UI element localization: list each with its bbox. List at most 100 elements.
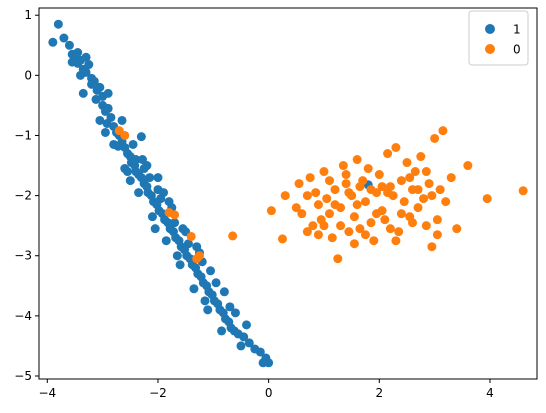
plot-frame	[38, 7, 538, 380]
point-series-1	[76, 70, 85, 80]
point-series-1	[73, 48, 83, 57]
point-series-1	[211, 278, 221, 288]
point-series-0	[441, 197, 451, 207]
point-series-1	[217, 326, 227, 336]
point-series-0	[385, 224, 395, 234]
point-series-0	[319, 167, 329, 177]
point-series-1	[137, 155, 147, 165]
point-series-0	[408, 218, 417, 228]
point-series-1	[136, 132, 146, 142]
point-series-0	[294, 179, 304, 189]
point-series-0	[228, 231, 238, 241]
x-tick-label: 4	[486, 386, 494, 400]
point-series-1	[225, 302, 235, 312]
point-series-1	[219, 287, 229, 297]
point-series-0	[374, 170, 384, 180]
point-series-1	[87, 79, 97, 89]
legend-box	[468, 10, 529, 66]
point-series-0	[446, 173, 456, 183]
point-series-1	[230, 308, 240, 318]
point-series-0	[410, 167, 420, 177]
point-series-0	[435, 185, 445, 195]
y-tick-label: −5	[14, 369, 32, 383]
point-series-1	[150, 224, 160, 234]
point-series-1	[258, 358, 268, 368]
point-series-0	[170, 210, 180, 220]
point-series-0	[432, 215, 442, 225]
point-series-0	[419, 194, 429, 204]
point-series-1	[81, 52, 91, 62]
point-series-1	[139, 164, 149, 174]
point-series-1	[189, 284, 199, 294]
point-series-1	[123, 167, 133, 177]
legend-marker-0	[485, 44, 495, 54]
data-points	[48, 19, 528, 368]
legend: 1 0	[468, 10, 529, 66]
point-series-1	[100, 127, 110, 137]
point-series-0	[120, 130, 130, 140]
point-series-0	[463, 161, 473, 171]
point-series-0	[413, 203, 423, 213]
point-series-0	[399, 197, 409, 207]
series-0	[114, 126, 528, 264]
point-series-0	[394, 227, 404, 237]
point-series-1	[161, 236, 171, 246]
point-series-0	[402, 158, 412, 168]
point-series-1	[242, 320, 251, 330]
x-tick-label: −2	[149, 386, 167, 400]
point-series-1	[159, 188, 168, 198]
point-series-1	[84, 60, 94, 70]
point-series-1	[103, 103, 113, 113]
point-series-1	[64, 40, 74, 50]
point-series-0	[427, 242, 437, 252]
point-series-0	[322, 194, 332, 204]
point-series-1	[95, 115, 105, 125]
point-series-0	[277, 234, 287, 244]
y-tick-label: −1	[14, 128, 32, 142]
y-tick-label: 0	[24, 68, 32, 82]
y-tick-label: 1	[24, 8, 32, 22]
point-series-1	[134, 188, 144, 198]
point-series-1	[109, 139, 119, 149]
point-series-0	[325, 176, 334, 186]
point-series-1	[172, 251, 182, 261]
legend-marker-1	[485, 24, 495, 34]
series-1	[48, 19, 373, 368]
point-series-0	[330, 185, 340, 195]
point-series-0	[302, 227, 312, 237]
point-series-0	[366, 185, 376, 195]
point-series-0	[396, 209, 406, 219]
point-series-1	[206, 266, 216, 276]
point-series-0	[421, 221, 431, 231]
point-series-0	[424, 179, 434, 189]
point-series-0	[327, 233, 337, 243]
point-series-0	[383, 188, 393, 198]
point-series-0	[336, 221, 346, 231]
y-tick-label: −4	[14, 309, 32, 323]
point-series-0	[333, 254, 343, 264]
point-series-0	[438, 126, 448, 136]
point-series-0	[372, 209, 382, 219]
point-series-0	[427, 191, 437, 201]
point-series-0	[325, 209, 334, 219]
point-series-1	[170, 218, 180, 228]
point-series-0	[363, 164, 373, 174]
point-series-0	[377, 182, 387, 192]
point-series-0	[338, 161, 348, 171]
point-series-0	[302, 191, 312, 201]
point-series-0	[341, 170, 351, 180]
point-series-0	[391, 143, 401, 152]
point-series-0	[341, 179, 351, 189]
point-series-0	[360, 197, 370, 207]
point-series-1	[164, 197, 174, 207]
axes: −4 −2 0 2 4 1 0 −1 −2 −3 −4 −5	[14, 7, 538, 400]
point-series-1	[103, 88, 113, 98]
point-series-0	[405, 173, 415, 183]
point-series-0	[344, 188, 354, 198]
point-series-0	[396, 176, 406, 186]
x-tick-label: 2	[375, 386, 383, 400]
point-series-0	[383, 149, 393, 159]
point-series-0	[313, 200, 323, 210]
point-series-0	[349, 212, 359, 222]
point-series-0	[416, 152, 426, 162]
